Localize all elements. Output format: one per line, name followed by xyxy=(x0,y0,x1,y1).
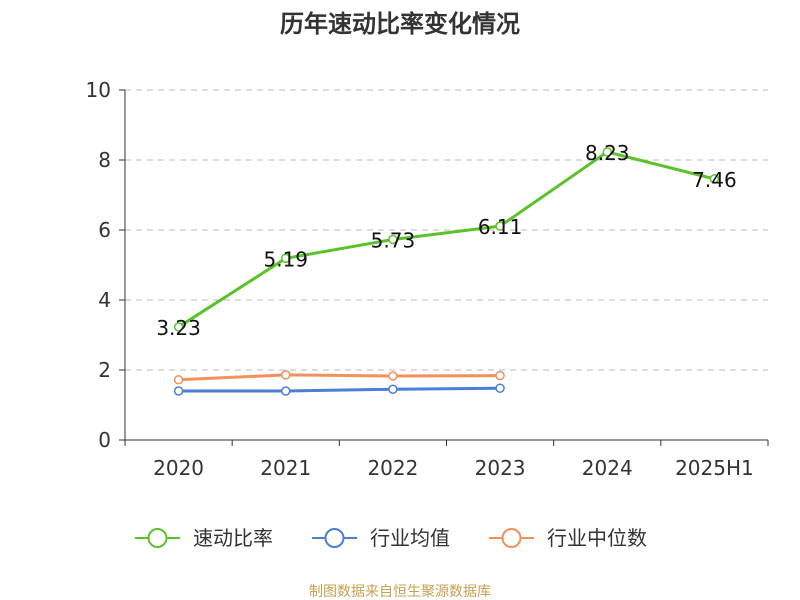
x-tick-label: 2023 xyxy=(475,456,526,480)
y-tick-label: 4 xyxy=(98,288,111,312)
data-point[interactable] xyxy=(173,386,184,396)
y-tick-label: 6 xyxy=(98,218,111,242)
legend-item-1[interactable]: 行业均值 xyxy=(312,526,450,550)
data-point[interactable] xyxy=(709,174,720,184)
chart-title: 历年速动比率变化情况 xyxy=(280,10,520,38)
data-label: 7.46 xyxy=(692,168,737,192)
data-label: 5.19 xyxy=(263,247,308,271)
legend[interactable]: 速动比率 行业均值 行业中位数 xyxy=(135,526,647,550)
series-line-2 xyxy=(178,373,501,382)
data-point[interactable] xyxy=(495,370,505,381)
data-point[interactable] xyxy=(495,221,505,231)
legend-label: 行业中位数 xyxy=(547,526,647,550)
series-group xyxy=(173,147,720,396)
x-tick-label: 2025H1 xyxy=(675,456,754,480)
legend-marker xyxy=(501,528,522,548)
y-tick-label: 2 xyxy=(98,358,111,382)
series-line-1 xyxy=(178,386,501,393)
axes: 0 2 4 6 8 10 2020 2021 2022 2023 2024 2025H1 xyxy=(86,78,769,480)
data-point[interactable] xyxy=(495,383,505,393)
x-tick-label: 2021 xyxy=(260,456,311,480)
data-point[interactable] xyxy=(281,370,291,380)
y-tick-label: 0 xyxy=(98,428,111,452)
data-label: 6.11 xyxy=(478,215,523,239)
x-tick-label: 2022 xyxy=(367,456,418,480)
gridlines xyxy=(125,89,768,371)
legend-marker xyxy=(324,528,345,548)
data-label: 3.23 xyxy=(156,316,201,340)
data-point[interactable] xyxy=(388,384,398,394)
x-tick-label: 2020 xyxy=(153,456,204,480)
data-point[interactable] xyxy=(602,147,612,157)
x-tick-label: 2024 xyxy=(582,456,633,480)
data-point[interactable] xyxy=(388,371,398,381)
data-point[interactable] xyxy=(173,322,184,332)
series-line-0 xyxy=(177,150,715,329)
legend-label: 行业均值 xyxy=(370,526,450,550)
legend-item-2[interactable]: 行业中位数 xyxy=(489,526,647,550)
y-tick-label: 10 xyxy=(86,78,111,102)
data-labels: 3.23 5.19 5.73 6.11 8.23 7.46 xyxy=(156,141,736,340)
y-tick-label: 8 xyxy=(98,148,111,172)
data-point[interactable] xyxy=(388,234,398,245)
data-label: 8.23 xyxy=(585,141,630,165)
legend-label: 速动比率 xyxy=(193,526,273,550)
data-point[interactable] xyxy=(281,253,291,264)
data-label: 5.73 xyxy=(371,228,416,252)
legend-item-0[interactable]: 速动比率 xyxy=(135,526,273,550)
legend-marker xyxy=(147,528,168,548)
source-note: 制图数据来自恒生聚源数据库 xyxy=(309,584,491,600)
data-point[interactable] xyxy=(281,386,291,396)
data-point[interactable] xyxy=(173,375,184,385)
